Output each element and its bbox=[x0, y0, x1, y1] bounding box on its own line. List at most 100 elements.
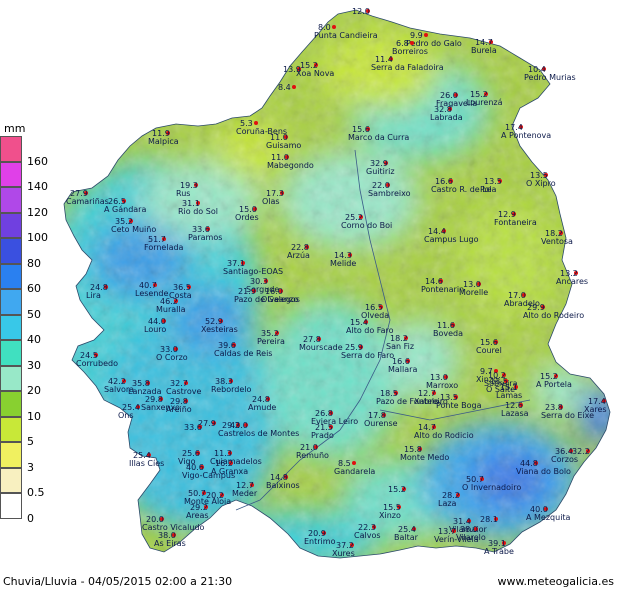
station[interactable]: 39.1A Trabe bbox=[484, 539, 514, 556]
station[interactable]: 33.6 bbox=[184, 423, 202, 432]
station[interactable]: 17.4A Pontenova bbox=[501, 123, 551, 140]
station[interactable]: 8.4 bbox=[278, 83, 296, 92]
station[interactable]: 16.2A Granxa bbox=[211, 459, 248, 476]
station[interactable]: 15.2A Portela bbox=[536, 372, 572, 389]
station[interactable]: 20.2 bbox=[206, 491, 224, 500]
station[interactable]: 13.9 bbox=[283, 65, 301, 74]
station[interactable]: 13.5O Xipro bbox=[526, 171, 556, 188]
station[interactable]: 33.0O Corzo bbox=[156, 345, 188, 362]
station[interactable]: 15.2 bbox=[388, 485, 406, 494]
station[interactable]: 26.5A Gándara bbox=[104, 197, 146, 214]
website-link[interactable]: www.meteogalicia.es bbox=[497, 575, 614, 588]
station[interactable]: 12.0 bbox=[352, 7, 370, 16]
station[interactable]: 27.9 bbox=[198, 419, 216, 428]
station[interactable]: 43.0 bbox=[230, 421, 248, 430]
station[interactable]: 38.0As Eiras bbox=[154, 531, 186, 548]
station[interactable]: 13.5O Sáite bbox=[486, 377, 515, 394]
station[interactable]: 40.0A Mezquita bbox=[526, 505, 571, 522]
